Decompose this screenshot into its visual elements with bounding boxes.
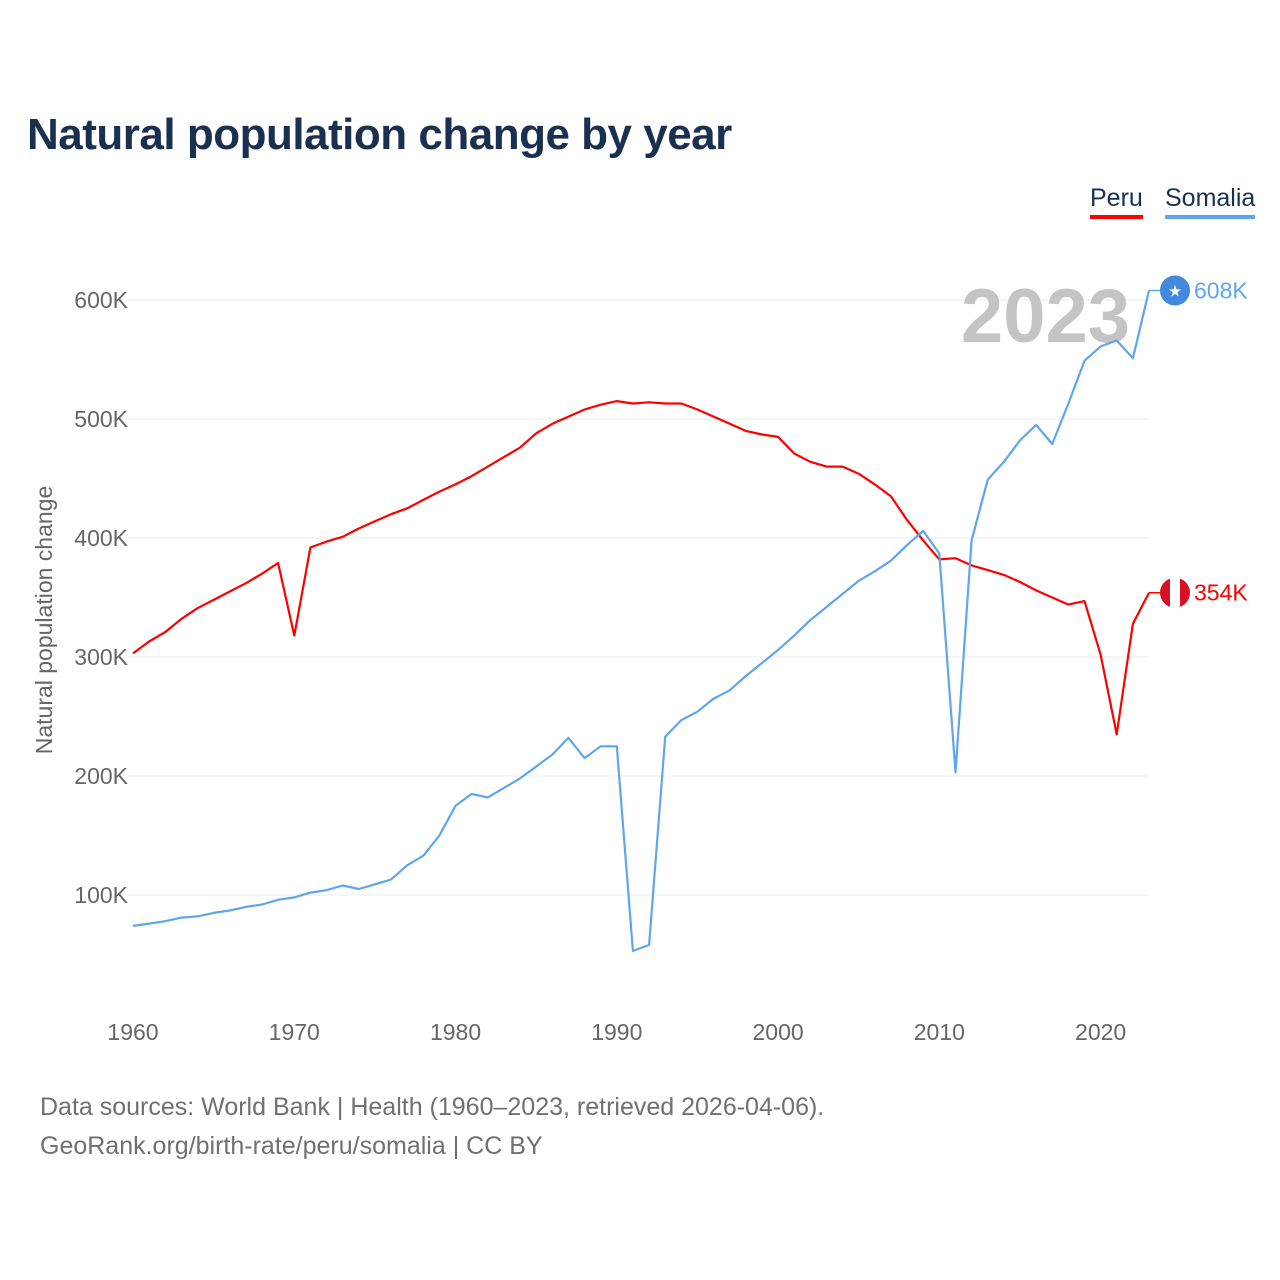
somalia-flag-icon [1160, 275, 1190, 306]
legend-somalia[interactable]: Somalia [1165, 184, 1256, 219]
series-line-peru [132, 400, 1150, 736]
data-source-text: Data sources: World Bank | Health (1960–… [40, 1093, 825, 1121]
end-value-label: 608K [1194, 277, 1248, 303]
y-tick-label: 600K [74, 287, 128, 313]
y-tick-label: 500K [74, 406, 128, 432]
footer: Data sources: World Bank | Health (1960–… [40, 1088, 824, 1166]
y-tick-label: 100K [74, 882, 128, 908]
peru-flag-icon [1160, 577, 1190, 608]
star-icon: ★ [1168, 283, 1182, 300]
y-axis-label: Natural population change [31, 486, 57, 755]
y-tick-label: 300K [74, 644, 128, 670]
year-label: 2023 [961, 274, 1130, 359]
x-tick-label: 1980 [430, 1019, 481, 1045]
x-tick-label: 1970 [269, 1019, 320, 1045]
chart-title: Natural population change by year [27, 110, 732, 159]
source-link[interactable]: GeoRank.org/birth-rate/peru/somalia | CC… [40, 1132, 543, 1160]
end-value-label: 354K [1194, 580, 1248, 606]
x-tick-label: 2010 [914, 1019, 965, 1045]
y-tick-label: 200K [74, 763, 128, 789]
series-line-somalia [132, 290, 1151, 953]
x-tick-label: 2020 [1075, 1019, 1126, 1045]
y-tick-label: 400K [74, 525, 128, 551]
legend-peru[interactable]: Peru [1090, 184, 1143, 219]
x-tick-label: 2000 [752, 1019, 803, 1045]
x-tick-label: 1960 [107, 1019, 158, 1045]
x-tick-label: 1990 [591, 1019, 642, 1045]
